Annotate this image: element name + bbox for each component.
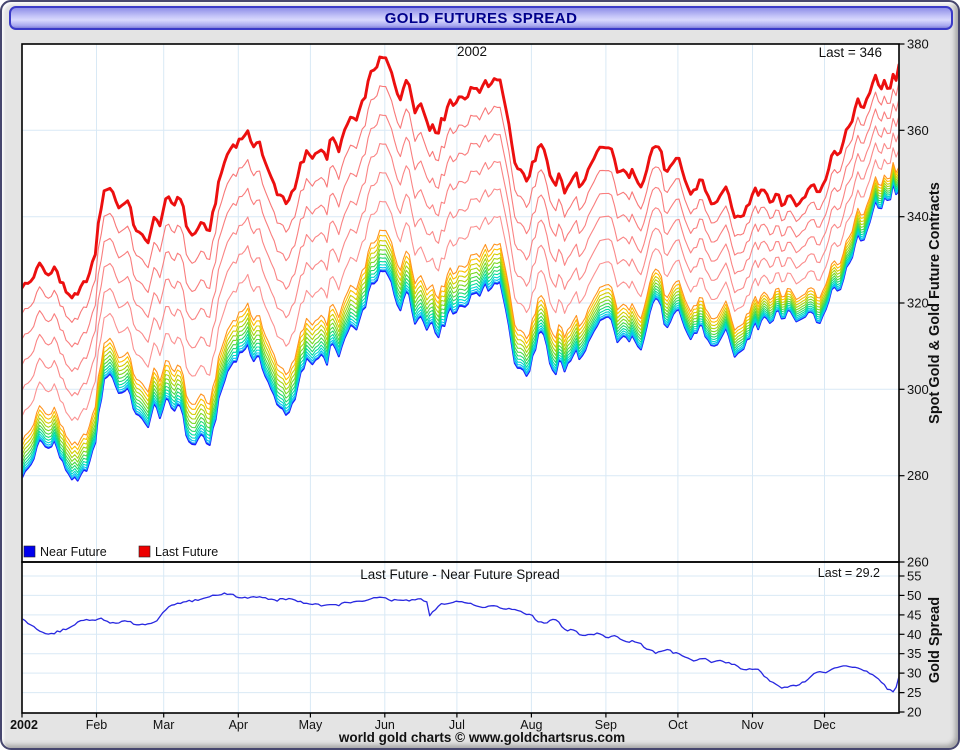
y-tick-label: 360 bbox=[907, 123, 929, 138]
x-axis-label-dec: Dec bbox=[813, 718, 835, 732]
top-panel-ylabel: Spot Gold & Gold Future Contracts bbox=[927, 182, 943, 424]
y-tick-label: 40 bbox=[907, 627, 921, 642]
y-tick-label: 300 bbox=[907, 382, 929, 397]
spread-series-line bbox=[22, 592, 899, 693]
window-title-bar: GOLD FUTURES SPREAD bbox=[9, 6, 953, 30]
y-tick-label: 25 bbox=[907, 685, 921, 700]
contract-line-8 bbox=[22, 169, 899, 459]
x-axis-label-may: May bbox=[299, 718, 323, 732]
spread-panel-last-value: Last = 29.2 bbox=[818, 566, 880, 580]
legend-swatch-near-future bbox=[23, 545, 36, 558]
contract-line-13 bbox=[22, 132, 899, 397]
y-tick-label: 320 bbox=[907, 296, 929, 311]
x-axis-label-jul: Jul bbox=[449, 718, 465, 732]
top-panel-last-value: Last = 346 bbox=[819, 45, 882, 60]
x-axis-label-feb: Feb bbox=[86, 718, 108, 732]
footer-credit: world gold charts © www.goldchartsrus.co… bbox=[338, 730, 625, 745]
contract-line-10 bbox=[22, 164, 899, 451]
x-axis-label-aug: Aug bbox=[520, 718, 542, 732]
contract-line-5 bbox=[22, 175, 899, 470]
contract-line-15 bbox=[22, 99, 899, 348]
x-axis-label-sep: Sep bbox=[595, 718, 617, 732]
y-tick-label: 30 bbox=[907, 666, 921, 681]
x-axis-labels: 2002 Feb Mar Apr May Jun Jul Aug Sep Oct Nov Dec bbox=[10, 718, 836, 732]
contract-line-12 bbox=[22, 147, 899, 421]
y-tick-label: 50 bbox=[907, 588, 921, 603]
contract-line-9 bbox=[22, 167, 899, 455]
top-panel-year-label: 2002 bbox=[457, 44, 487, 59]
x-axis-label-jun: Jun bbox=[375, 718, 395, 732]
y-tick-label: 20 bbox=[907, 705, 921, 720]
spread-line bbox=[22, 592, 899, 693]
futures-contract-lines bbox=[22, 55, 899, 482]
y-tick-label: 45 bbox=[907, 607, 921, 622]
x-axis-label-oct: Oct bbox=[668, 718, 688, 732]
y-tick-label: 35 bbox=[907, 646, 921, 661]
window-title: GOLD FUTURES SPREAD bbox=[384, 9, 578, 27]
legend-swatch-last-future bbox=[138, 545, 151, 558]
y-tick-label: 55 bbox=[907, 569, 921, 584]
x-axis-label-apr: Apr bbox=[229, 718, 248, 732]
contract-line-17 bbox=[22, 55, 899, 300]
legend: Near Future Last Future bbox=[23, 545, 218, 559]
spread-plot-border bbox=[21, 561, 900, 714]
y-tick-label: 380 bbox=[907, 37, 929, 52]
contract-line-4 bbox=[22, 177, 899, 473]
spread-plot-area bbox=[22, 562, 899, 713]
contract-line-11 bbox=[22, 161, 899, 446]
y-tick-label: 260 bbox=[907, 555, 929, 570]
contract-line-14 bbox=[22, 116, 899, 372]
contract-line-16 bbox=[22, 82, 899, 323]
spread-panel-ylabel: Gold Spread bbox=[927, 597, 943, 683]
y-tick-label: 340 bbox=[907, 209, 929, 224]
legend-label-last-future: Last Future bbox=[155, 545, 218, 559]
y-tick-label: 280 bbox=[907, 468, 929, 483]
x-axis-label-mar: Mar bbox=[153, 718, 175, 732]
contract-line-3 bbox=[22, 179, 899, 476]
contract-line-2 bbox=[22, 180, 899, 479]
spread-panel-title: Last Future - Near Future Spread bbox=[360, 567, 560, 582]
x-axis-label-2002: 2002 bbox=[10, 718, 38, 732]
legend-label-near-future: Near Future bbox=[40, 545, 107, 559]
x-axis-label-nov: Nov bbox=[741, 718, 764, 732]
axis-ticks: 260 280 300 320 340 360 380 20 25 30 35 40 45 50 55 bbox=[21, 37, 929, 720]
contract-line-7 bbox=[22, 171, 899, 463]
contract-line-6 bbox=[22, 174, 899, 467]
